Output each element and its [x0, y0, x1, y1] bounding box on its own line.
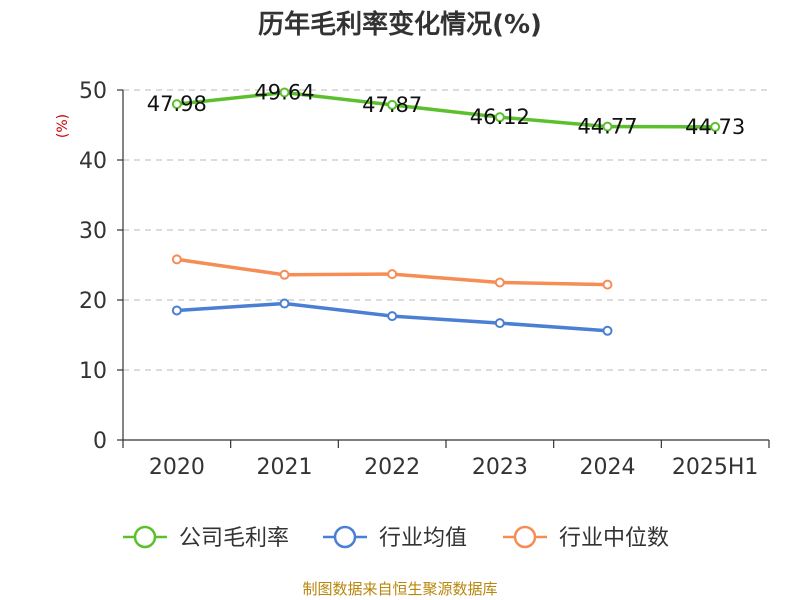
x-tick-label: 2022 [364, 455, 420, 480]
y-tick-label: 40 [79, 149, 107, 174]
data-point[interactable] [387, 269, 398, 280]
data-point[interactable] [171, 99, 182, 110]
series-line [175, 90, 717, 129]
legend-item[interactable]: 公司毛利率 [123, 525, 289, 551]
legend-swatch-marker [133, 525, 157, 549]
legend-swatch-marker [513, 525, 537, 549]
data-point[interactable] [387, 311, 398, 322]
legend-label: 行业均值 [379, 526, 467, 551]
data-label: 44.73 [685, 115, 745, 139]
y-tick-label: 50 [79, 79, 107, 104]
y-tick-label: 10 [79, 359, 107, 384]
legend-item[interactable]: 行业均值 [323, 525, 467, 551]
data-labels: 47.98 49.64 47.87 46.12 44.77 44.73 [147, 81, 745, 139]
data-point[interactable] [602, 121, 613, 132]
legend[interactable]: 公司毛利率 行业均值 行业中位数 [123, 525, 669, 551]
data-point[interactable] [279, 87, 290, 98]
data-point[interactable] [171, 305, 182, 316]
data-point[interactable] [387, 99, 398, 110]
data-label: 44.77 [577, 115, 637, 139]
x-tick-label: 2023 [472, 455, 528, 480]
data-point[interactable] [494, 318, 505, 329]
data-point[interactable] [494, 112, 505, 123]
data-point[interactable] [602, 279, 613, 290]
data-point[interactable] [602, 325, 613, 336]
x-tick-label: 2024 [580, 455, 636, 480]
axes: 0 10 20 30 40 50 2020 2021 2022 2023 2024 2025H1 [79, 79, 770, 480]
y-tick-label: 30 [79, 219, 107, 244]
source-note: 制图数据来自恒生聚源数据库 [302, 580, 497, 598]
legend-swatch-marker [333, 525, 357, 549]
legend-label: 行业中位数 [559, 526, 669, 551]
legend-item[interactable]: 行业中位数 [503, 525, 669, 551]
grid-lines [123, 89, 769, 371]
data-label: 46.12 [470, 105, 530, 129]
data-point[interactable] [710, 121, 721, 132]
y-tick-label: 0 [93, 429, 107, 454]
data-label: 47.98 [147, 92, 207, 116]
x-tick-label: 2021 [257, 455, 313, 480]
data-point[interactable] [494, 277, 505, 288]
x-tick-label: 2020 [149, 455, 205, 480]
series-lines [171, 87, 721, 336]
data-point[interactable] [279, 269, 290, 280]
data-point[interactable] [279, 298, 290, 309]
y-axis-label: (%) [55, 114, 71, 138]
x-tick-label: 2025H1 [672, 455, 759, 480]
data-label: 49.64 [254, 81, 314, 105]
chart-title: 历年毛利率变化情况(%) [258, 9, 542, 40]
data-label: 47.87 [362, 93, 422, 117]
data-point[interactable] [171, 254, 182, 265]
y-tick-label: 20 [79, 289, 107, 314]
legend-label: 公司毛利率 [179, 526, 289, 551]
